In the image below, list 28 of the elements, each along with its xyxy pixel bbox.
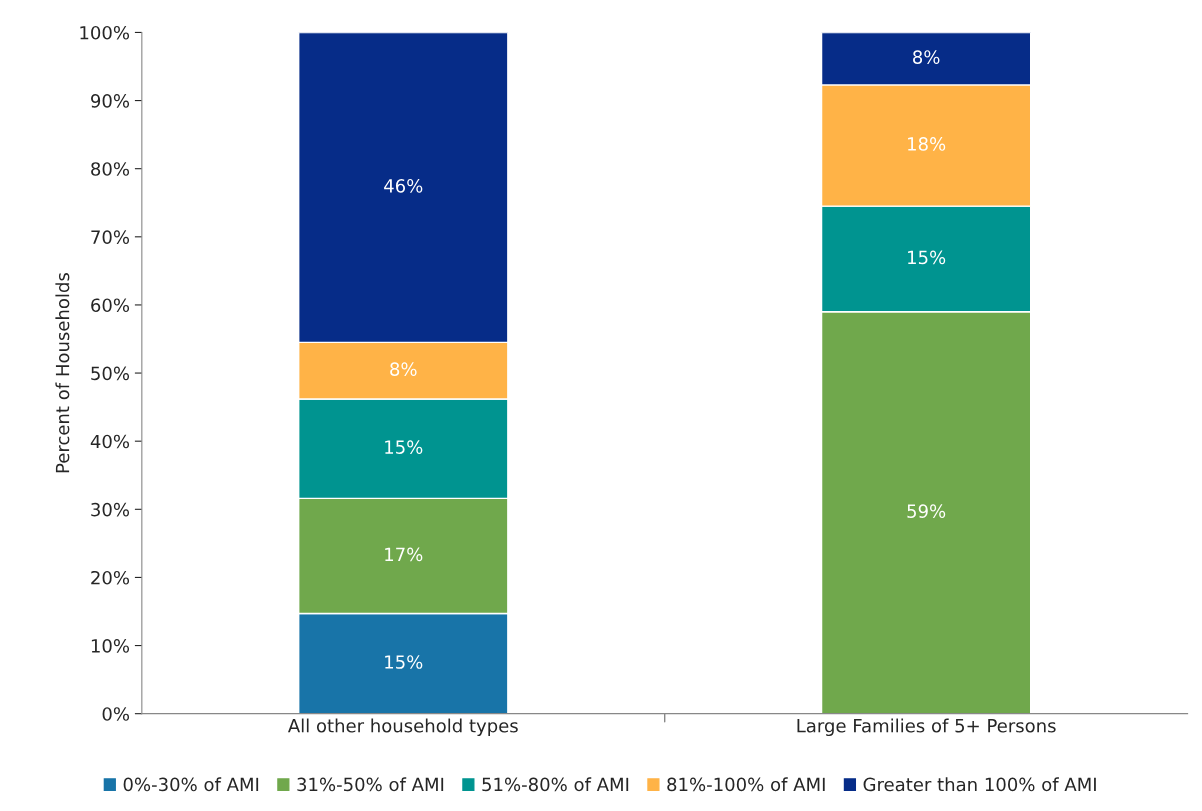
x-tick-label: Large Families of 5+ Persons [797, 718, 1056, 737]
y-axis-title: Percent of Households [55, 273, 70, 473]
data-label: 8% [913, 50, 940, 64]
legend-label: 31%-50% of AMI [297, 777, 444, 792]
data-label: 17% [385, 547, 423, 562]
y-tick-label: 50% [91, 366, 130, 381]
y-tick-label: 90% [91, 94, 130, 108]
y-tick-label: 0% [102, 707, 130, 721]
data-label: 15% [908, 250, 946, 265]
data-label: 15% [385, 440, 423, 454]
data-label: 46% [384, 179, 423, 193]
y-tick-label: 40% [90, 434, 130, 449]
data-label: 59% [907, 504, 946, 518]
y-tick-label: 70% [91, 230, 130, 244]
legend-label: Greater than 100% of AMI [863, 777, 1096, 792]
y-tick-label: 100% [80, 25, 130, 40]
y-tick-label: 30% [91, 502, 130, 517]
y-tick-label: 60% [91, 298, 130, 313]
data-label: 8% [390, 362, 417, 376]
y-tick-label: 10% [91, 639, 130, 653]
legend-label: 51%-80% of AMI [482, 777, 629, 792]
legend-label: 0%-30% of AMI [123, 777, 259, 792]
y-tick-label: 20% [91, 570, 130, 585]
legend-label: 81%-100% of AMI [667, 777, 825, 792]
data-label: 15% [385, 655, 423, 669]
x-tick-label: All other household types [287, 718, 518, 737]
y-tick-label: 80% [91, 162, 130, 176]
data-label: 18% [908, 137, 946, 151]
